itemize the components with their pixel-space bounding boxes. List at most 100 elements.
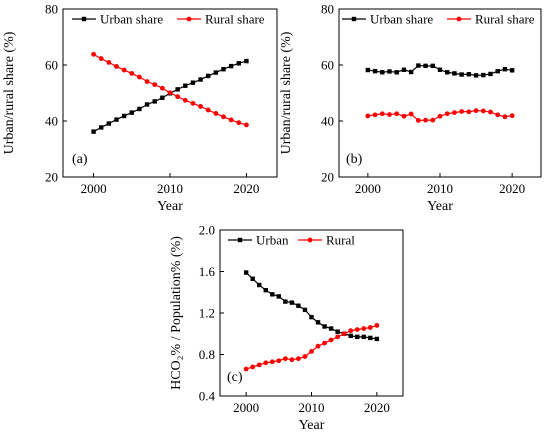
x-tick-label: 2000: [233, 400, 259, 415]
data-point: [228, 63, 234, 69]
data-point: [341, 331, 347, 337]
data-point: [302, 307, 308, 313]
data-point: [459, 109, 465, 114]
data-point: [430, 117, 436, 123]
data-point: [282, 356, 288, 362]
legend-marker: [81, 16, 87, 22]
y-tick-label: 80: [321, 2, 334, 17]
data-point: [452, 71, 457, 76]
data-point: [160, 95, 165, 100]
data-point: [423, 63, 428, 69]
legend-label: Urban share: [100, 12, 163, 27]
series-rural-share: [365, 108, 515, 123]
data-point: [221, 114, 226, 120]
data-point: [144, 79, 150, 84]
data-point: [430, 63, 435, 69]
data-point: [354, 327, 360, 332]
x-tick-label: 2000: [81, 181, 107, 196]
data-point: [206, 73, 211, 79]
data-point: [473, 108, 479, 114]
data-point: [423, 117, 428, 123]
legend-label: Urban: [256, 233, 289, 248]
y-tick-label: 0.8: [199, 347, 215, 362]
data-point: [372, 68, 378, 74]
data-point: [137, 106, 142, 112]
plot-frame: [219, 229, 404, 397]
data-point: [394, 70, 399, 75]
data-point: [198, 104, 203, 109]
data-point: [379, 111, 385, 117]
data-point: [437, 113, 443, 119]
legend-marker: [456, 16, 462, 22]
y-tick-label: 1.6: [199, 264, 216, 279]
data-point: [335, 334, 341, 340]
data-point: [315, 343, 321, 349]
data-point: [289, 300, 295, 305]
legend-entry: Urban: [228, 233, 289, 248]
data-point: [495, 112, 501, 118]
data-point: [190, 80, 196, 85]
data-point: [368, 335, 373, 341]
data-point: [372, 112, 378, 118]
panel-label: (b): [346, 152, 363, 167]
data-point: [509, 68, 515, 73]
data-point: [269, 359, 275, 365]
data-point: [502, 114, 508, 120]
series-urban-share: [91, 58, 249, 134]
data-point: [91, 129, 96, 134]
data-point: [263, 287, 268, 293]
data-point: [481, 72, 486, 78]
x-axis-label: Year: [299, 418, 325, 433]
data-point: [387, 112, 392, 117]
legend-marker: [351, 16, 357, 22]
y-tick-label: 2.0: [199, 223, 215, 238]
data-point: [236, 120, 242, 126]
data-point: [152, 82, 158, 87]
data-point: [129, 110, 134, 115]
y-tick-label: 60: [45, 58, 58, 73]
data-point: [289, 357, 295, 363]
data-point: [221, 67, 226, 72]
data-point: [263, 360, 269, 366]
y-axis-label: Urban/rural share (%): [279, 31, 294, 154]
legend-marker: [186, 16, 192, 22]
data-point: [355, 334, 360, 340]
data-point: [190, 100, 196, 106]
data-point: [106, 60, 112, 65]
data-point: [509, 113, 515, 119]
data-point: [495, 68, 500, 74]
data-point: [152, 99, 157, 104]
data-point: [250, 276, 255, 281]
legend-label: Rural share: [205, 12, 265, 27]
data-point: [198, 77, 203, 82]
legend-entry: Urban share: [72, 12, 163, 27]
data-point: [315, 320, 321, 325]
data-point: [175, 94, 181, 100]
data-point: [387, 69, 392, 74]
x-tick-label: 2020: [499, 181, 525, 196]
data-point: [228, 117, 234, 123]
series-urban-share: [365, 63, 515, 78]
series-rural: [243, 323, 380, 372]
x-tick-label: 2010: [157, 181, 183, 196]
legend-entry: Rural: [298, 233, 355, 248]
data-point: [502, 67, 508, 72]
y-axis-label: Urban/rural share (%): [2, 31, 17, 154]
data-point: [415, 118, 421, 123]
data-point: [394, 111, 400, 117]
data-point: [348, 328, 354, 334]
y-tick-label: 1.2: [199, 306, 215, 321]
y-tick-label: 0.4: [199, 389, 216, 404]
y-tick-label: 20: [321, 170, 334, 185]
data-point: [159, 85, 165, 91]
data-point: [99, 125, 104, 130]
data-point: [98, 56, 104, 61]
data-point: [302, 354, 308, 359]
data-point: [183, 83, 188, 88]
data-point: [91, 51, 96, 57]
data-point: [309, 348, 314, 354]
legend-label: Rural: [326, 233, 355, 248]
data-point: [243, 270, 249, 275]
legend-entry: Rural share: [177, 12, 265, 27]
